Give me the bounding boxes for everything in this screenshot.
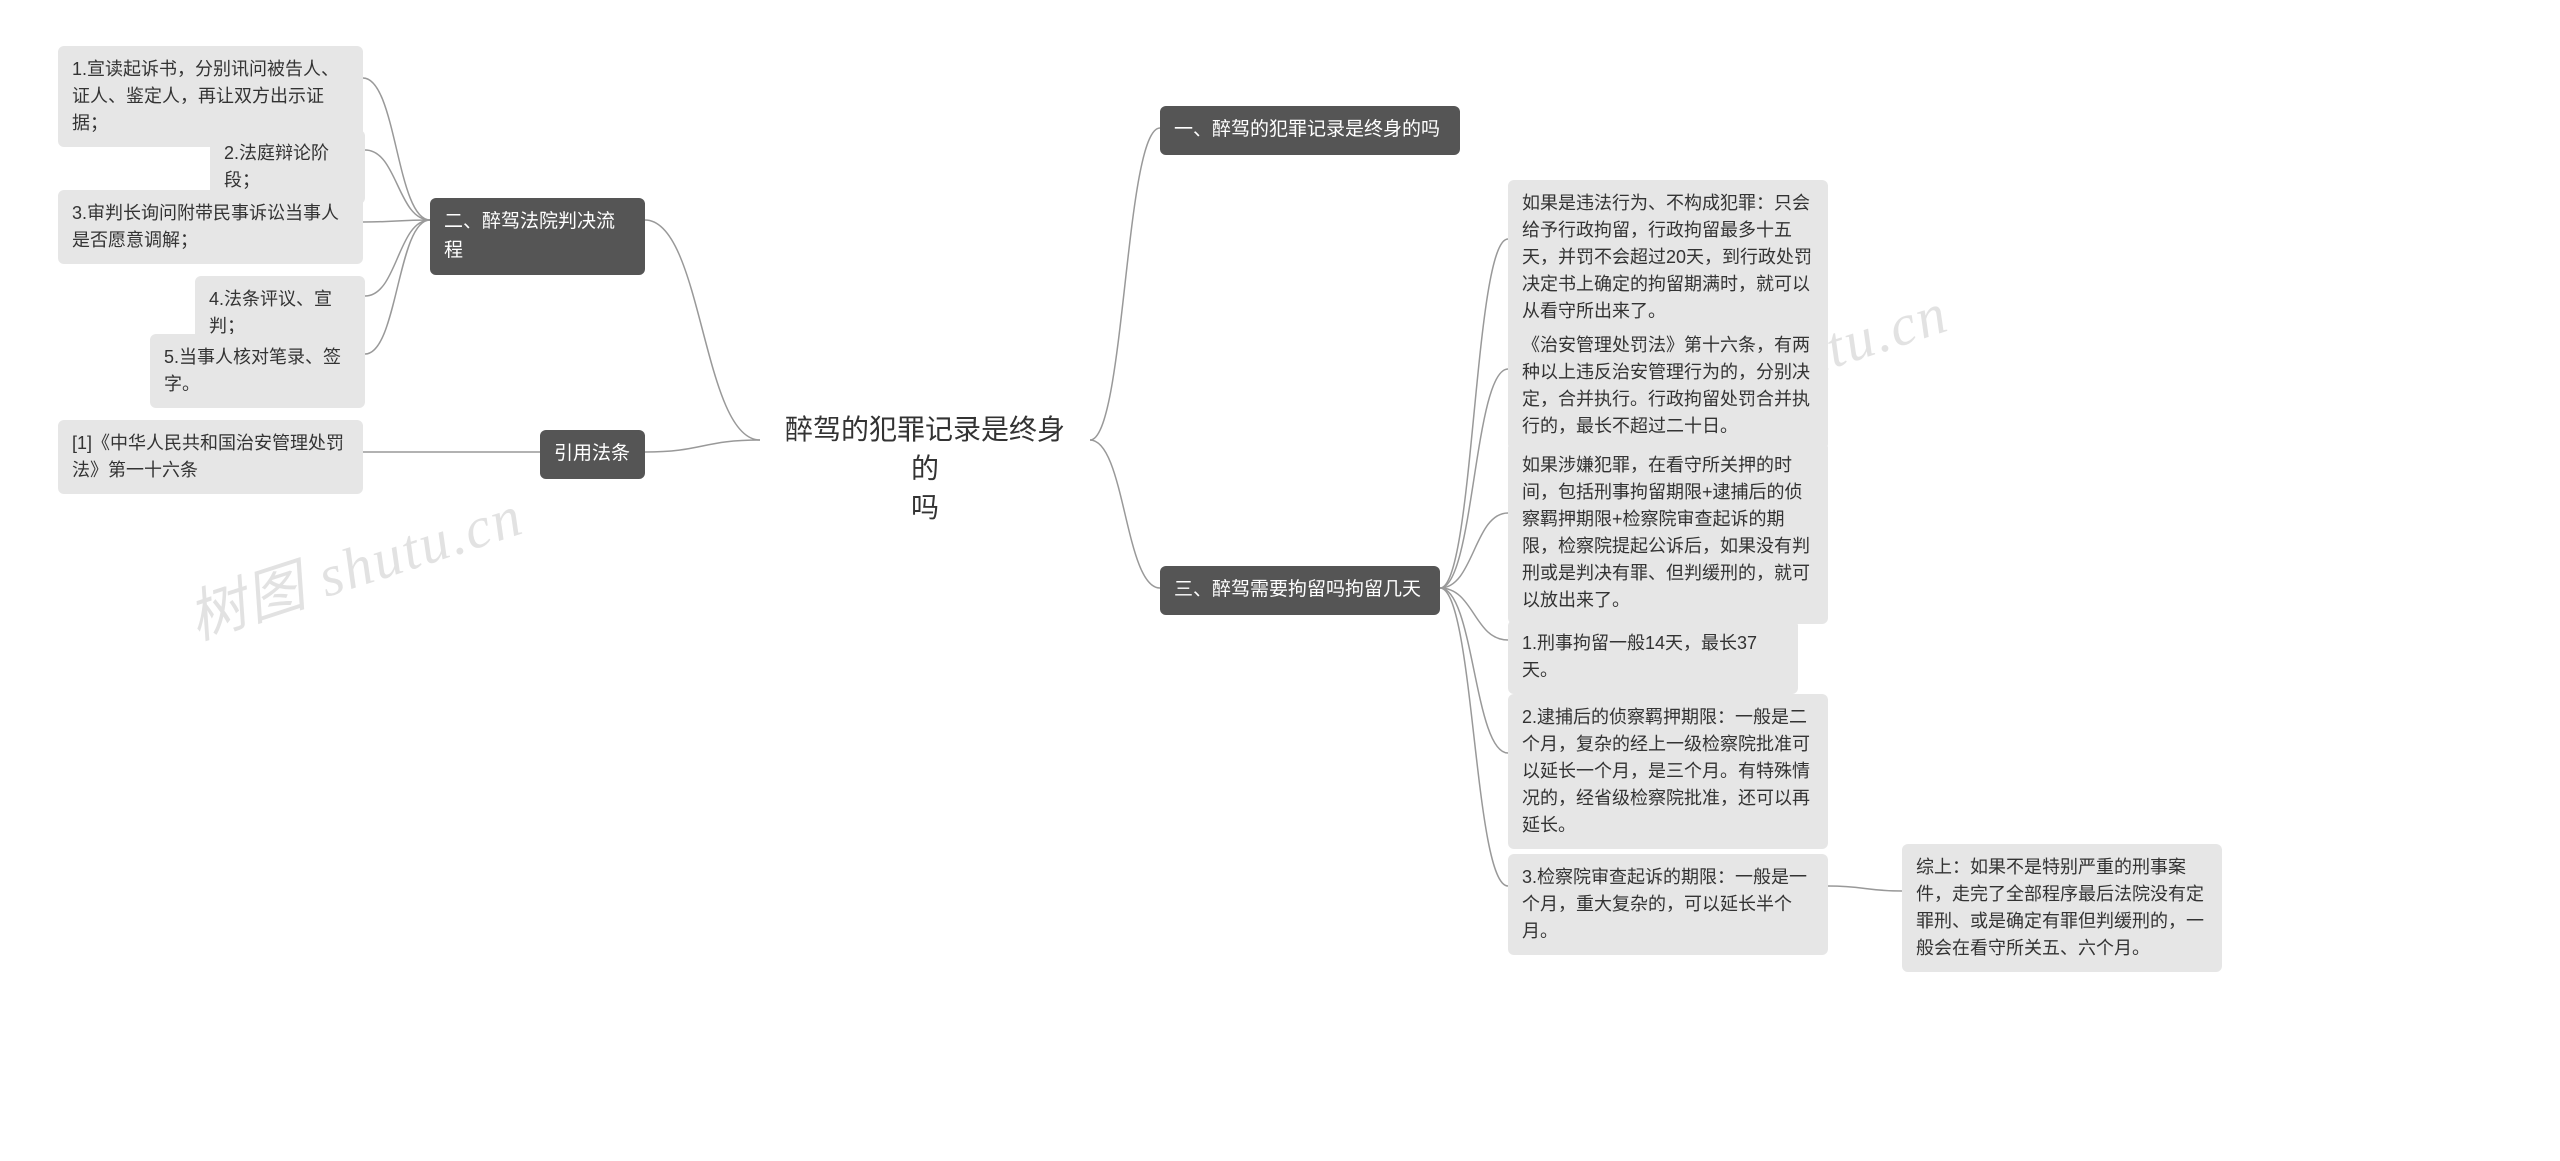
watermark-1: 树图 shutu.cn — [176, 468, 532, 655]
branch-label: 三、醉驾需要拘留吗拘留几天 — [1174, 579, 1421, 600]
leaf-law-ref: [1]《中华人民共和国治安管理处罚法》第一十六条 — [58, 420, 363, 494]
branch-lifetime-record[interactable]: 一、醉驾的犯罪记录是终身的吗 — [1160, 106, 1460, 155]
branch-label: 一、醉驾的犯罪记录是终身的吗 — [1174, 119, 1440, 140]
branch-label: 引用法条 — [554, 443, 630, 464]
root-line2: 吗 — [911, 492, 939, 523]
branch-label: 二、醉驾法院判决流程 — [444, 211, 615, 261]
leaf-det-2: 《治安管理处罚法》第十六条，有两种以上违反治安管理行为的，分别决定，合并执行。行… — [1508, 322, 1828, 450]
branch-cited-law[interactable]: 引用法条 — [540, 430, 645, 479]
leaf-det-6-child: 综上：如果不是特别严重的刑事案件，走完了全部程序最后法院没有定罪刑、或是确定有罪… — [1902, 844, 2222, 972]
branch-court-process[interactable]: 二、醉驾法院判决流程 — [430, 198, 645, 275]
leaf-step3: 3.审判长询问附带民事诉讼当事人是否愿意调解； — [58, 190, 363, 264]
leaf-det-4: 1.刑事拘留一般14天，最长37天。 — [1508, 620, 1798, 694]
branch-detention[interactable]: 三、醉驾需要拘留吗拘留几天 — [1160, 566, 1440, 615]
root-node: 醉驾的犯罪记录是终身的 吗 — [760, 400, 1090, 538]
leaf-det-1: 如果是违法行为、不构成犯罪：只会给予行政拘留，行政拘留最多十五天，并罚不会超过2… — [1508, 180, 1828, 335]
leaf-det-3: 如果涉嫌犯罪，在看守所关押的时间，包括刑事拘留期限+逮捕后的侦察羁押期限+检察院… — [1508, 442, 1828, 624]
leaf-det-6: 3.检察院审查起诉的期限：一般是一个月，重大复杂的，可以延长半个月。 — [1508, 854, 1828, 955]
leaf-det-5: 2.逮捕后的侦察羁押期限：一般是二个月，复杂的经上一级检察院批准可以延长一个月，… — [1508, 694, 1828, 849]
root-line1: 醉驾的犯罪记录是终身的 — [785, 414, 1065, 484]
leaf-step5: 5.当事人核对笔录、签字。 — [150, 334, 365, 408]
